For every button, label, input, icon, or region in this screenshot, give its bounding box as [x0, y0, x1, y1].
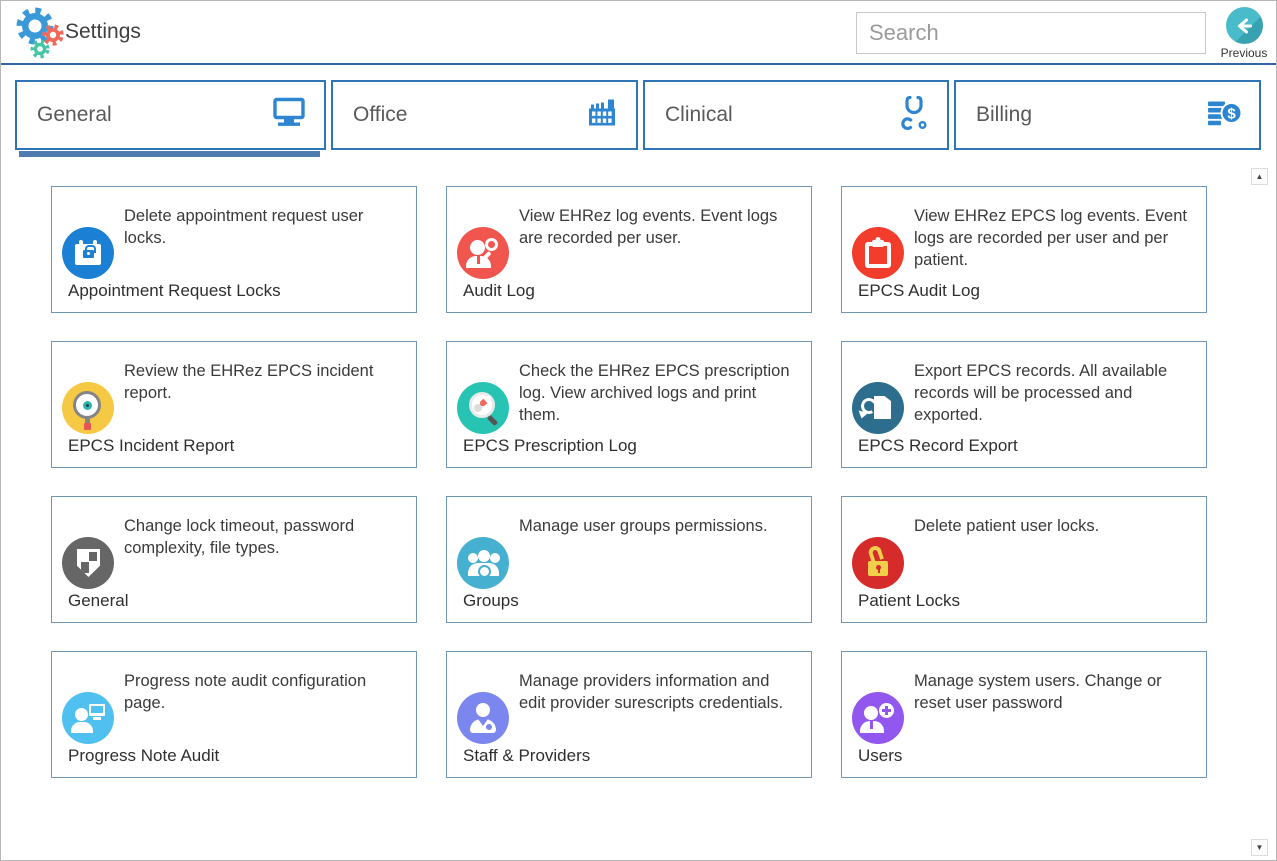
card-progress-note-audit[interactable]: Progress note audit configuration page. … [51, 651, 417, 778]
user-group-icon [457, 537, 509, 589]
card-epcs-prescription-log[interactable]: Check the EHRez EPCS prescription log. V… [446, 341, 812, 468]
back-arrow-icon [1225, 7, 1263, 44]
card-title: EPCS Prescription Log [463, 436, 637, 455]
doctor-icon [457, 692, 509, 744]
vertical-scrollbar[interactable]: ▲ ▼ [1251, 168, 1269, 856]
card-title: EPCS Audit Log [858, 281, 980, 300]
tab-billing[interactable]: Billing $ [954, 80, 1261, 150]
previous-label: Previous [1220, 46, 1268, 60]
scroll-up-button[interactable]: ▲ [1251, 168, 1268, 185]
card-description: Manage system users. Change or reset use… [914, 672, 1162, 712]
down-arrow-icon: ▼ [1255, 843, 1264, 852]
header: Settings Previous [1, 1, 1276, 63]
magnifier-pills-icon [457, 382, 509, 434]
page-title: Settings [65, 20, 141, 43]
calendar-lock-icon [62, 227, 114, 279]
card-description: Check the EHRez EPCS prescription log. V… [519, 362, 790, 424]
card-general[interactable]: Change lock timeout, password complexity… [51, 496, 417, 623]
card-description: Review the EHRez EPCS incident report. [124, 362, 374, 402]
tab-clinical[interactable]: Clinical [643, 80, 949, 150]
card-description: View EHRez EPCS log events. Event logs a… [914, 207, 1187, 269]
card-description: Manage providers information and edit pr… [519, 672, 784, 712]
tab-label: Clinical [665, 103, 733, 126]
card-groups[interactable]: Manage user groups permissions. Groups [446, 496, 812, 623]
card-appointment-request-locks[interactable]: Delete appointment request user locks. A… [51, 186, 417, 313]
shield-icon [62, 537, 114, 589]
card-title: Progress Note Audit [68, 746, 220, 765]
card-title: Appointment Request Locks [68, 281, 281, 300]
card-patient-locks[interactable]: Delete patient user locks. Patient Locks [841, 496, 1207, 623]
previous-button[interactable]: Previous [1217, 7, 1271, 60]
svg-text:$: $ [1227, 106, 1236, 123]
card-title: Staff & Providers [463, 746, 591, 765]
tab-label: Billing [976, 103, 1033, 126]
magnifier-eye-icon [62, 382, 114, 434]
card-title: EPCS Incident Report [68, 436, 235, 455]
card-epcs-incident-report[interactable]: Review the EHRez EPCS incident report. E… [51, 341, 417, 468]
up-arrow-icon: ▲ [1255, 172, 1264, 181]
clipboard-icon [852, 227, 904, 279]
header-divider [1, 63, 1276, 65]
tab-label: General [37, 103, 112, 126]
user-search-icon [457, 227, 509, 279]
user-monitor-icon [62, 692, 114, 744]
card-audit-log[interactable]: View EHRez log events. Event logs are re… [446, 186, 812, 313]
tab-label: Office [353, 103, 408, 126]
tab-bar: General Office [1, 80, 1276, 160]
card-staff-providers[interactable]: Manage providers information and edit pr… [446, 651, 812, 778]
card-description: Delete appointment request user locks. [124, 207, 364, 247]
settings-gears-icon [16, 7, 64, 59]
card-description: Manage user groups permissions. [519, 517, 768, 535]
monitor-icon [270, 96, 308, 135]
user-plus-icon [852, 692, 904, 744]
card-description: Progress note audit configuration page. [124, 672, 367, 712]
card-title: Groups [463, 591, 519, 610]
card-description: Export EPCS records. All available recor… [914, 362, 1168, 424]
card-title: Users [858, 746, 903, 765]
card-epcs-record-export[interactable]: Export EPCS records. All available recor… [841, 341, 1207, 468]
settings-card-grid: Delete appointment request user locks. A… [51, 186, 1207, 778]
card-title: EPCS Record Export [858, 436, 1018, 455]
card-description: Change lock timeout, password complexity… [124, 517, 355, 557]
card-title: Audit Log [463, 281, 535, 300]
card-title: General [68, 591, 129, 610]
tab-office[interactable]: Office [331, 80, 638, 150]
stethoscope-icon [897, 94, 931, 137]
tab-general[interactable]: General [15, 80, 326, 157]
card-description: Delete patient user locks. [914, 517, 1100, 535]
scroll-down-button[interactable]: ▼ [1251, 839, 1268, 856]
padlock-icon [852, 537, 904, 589]
billing-icon: $ [1205, 95, 1243, 136]
document-export-icon [852, 382, 904, 434]
card-users[interactable]: Manage system users. Change or reset use… [841, 651, 1207, 778]
search-input[interactable] [856, 12, 1206, 54]
card-title: Patient Locks [858, 591, 961, 610]
card-description: View EHRez log events. Event logs are re… [519, 207, 778, 247]
factory-icon [584, 96, 620, 135]
card-epcs-audit-log[interactable]: View EHRez EPCS log events. Event logs a… [841, 186, 1207, 313]
